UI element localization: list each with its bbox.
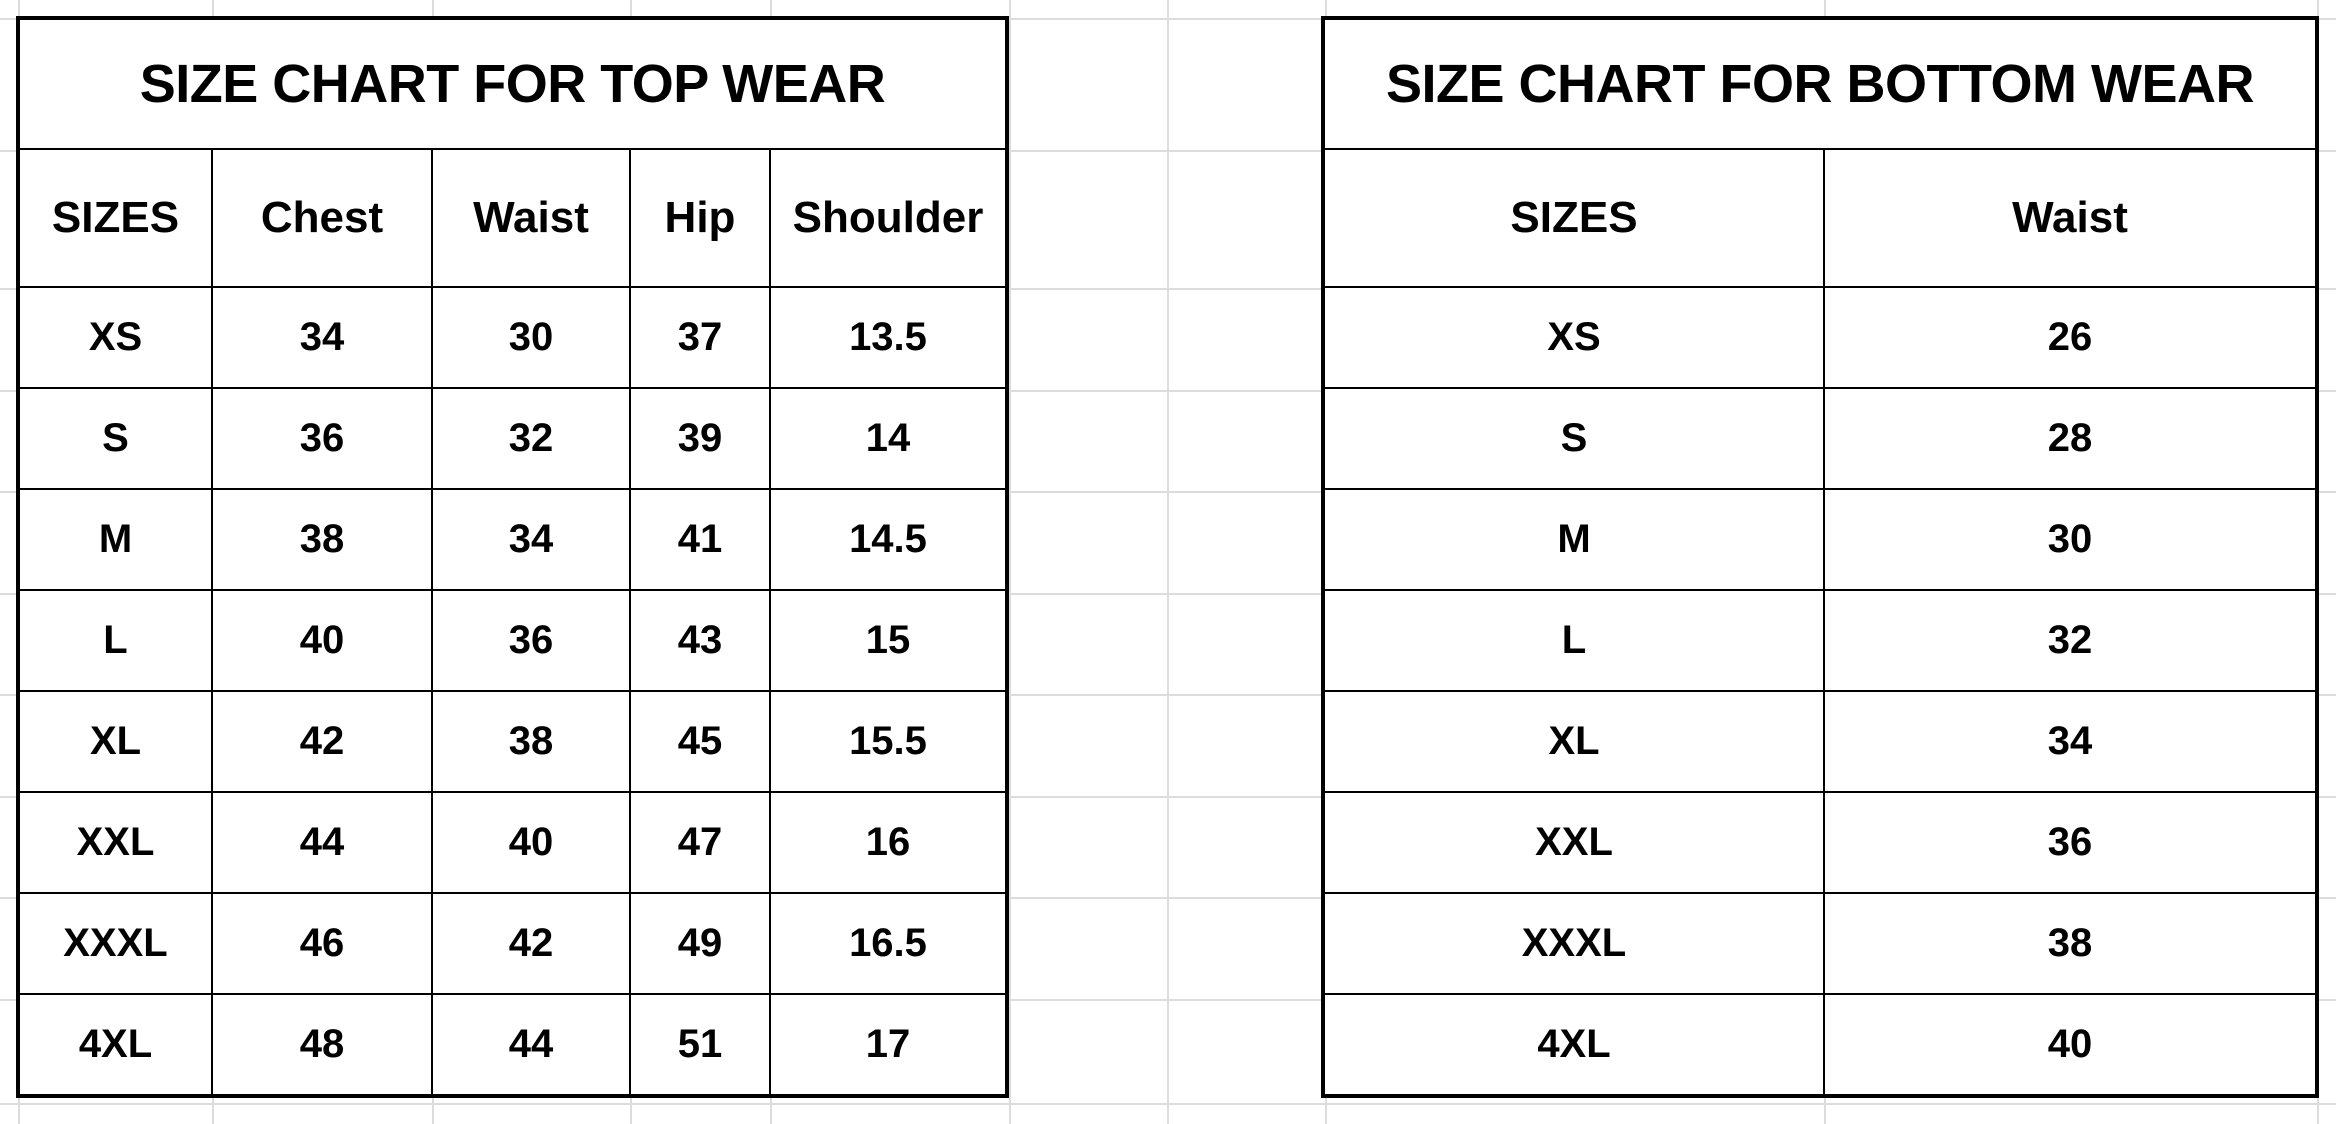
gridline xyxy=(0,150,2336,152)
size-cell: 4XL xyxy=(17,993,213,1097)
table-row: S 36 32 39 14 xyxy=(17,387,1008,490)
table-row: M 30 xyxy=(1322,488,2318,591)
measurement-cell: 30 xyxy=(1823,488,2318,591)
measurement-cell: 34 xyxy=(431,488,631,591)
measurement-cell: 44 xyxy=(211,791,433,894)
table-row: XXXL 46 42 49 16.5 xyxy=(17,892,1008,995)
gridline xyxy=(1167,0,1169,1124)
gridline xyxy=(0,694,2336,696)
size-cell: 4XL xyxy=(1322,993,1825,1097)
table-row: XS 34 30 37 13.5 xyxy=(17,286,1008,389)
measurement-cell: 14 xyxy=(769,387,1008,490)
measurement-cell: 48 xyxy=(211,993,433,1097)
measurement-cell: 47 xyxy=(629,791,771,894)
measurement-cell: 43 xyxy=(629,589,771,692)
measurement-cell: 38 xyxy=(211,488,433,591)
table-row: M 38 34 41 14.5 xyxy=(17,488,1008,591)
column-header: Waist xyxy=(1823,148,2318,288)
measurement-cell: 49 xyxy=(629,892,771,995)
measurement-cell: 41 xyxy=(629,488,771,591)
gridline xyxy=(0,1103,2336,1105)
size-cell: XS xyxy=(17,286,213,389)
measurement-cell: 26 xyxy=(1823,286,2318,389)
size-cell: S xyxy=(1322,387,1825,490)
top-wear-title: SIZE CHART FOR TOP WEAR xyxy=(17,17,1008,150)
measurement-cell: 34 xyxy=(211,286,433,389)
measurement-cell: 16 xyxy=(769,791,1008,894)
table-row: XXL 44 40 47 16 xyxy=(17,791,1008,894)
size-cell: XXL xyxy=(1322,791,1825,894)
measurement-cell: 40 xyxy=(211,589,433,692)
size-cell: XXXL xyxy=(17,892,213,995)
measurement-cell: 30 xyxy=(431,286,631,389)
size-cell: M xyxy=(17,488,213,591)
measurement-cell: 37 xyxy=(629,286,771,389)
gridline xyxy=(0,796,2336,798)
gridline xyxy=(0,491,2336,493)
measurement-cell: 51 xyxy=(629,993,771,1097)
column-header: SIZES xyxy=(1322,148,1825,288)
measurement-cell: 36 xyxy=(1823,791,2318,894)
table-row: XXL 36 xyxy=(1322,791,2318,894)
measurement-cell: 42 xyxy=(431,892,631,995)
size-cell: XL xyxy=(1322,690,1825,793)
bottom-wear-title: SIZE CHART FOR BOTTOM WEAR xyxy=(1322,17,2318,150)
measurement-cell: 40 xyxy=(431,791,631,894)
gridline xyxy=(0,897,2336,899)
gridline xyxy=(1009,0,1011,1124)
measurement-cell: 44 xyxy=(431,993,631,1097)
measurement-cell: 15 xyxy=(769,589,1008,692)
measurement-cell: 46 xyxy=(211,892,433,995)
measurement-cell: 32 xyxy=(1823,589,2318,692)
measurement-cell: 45 xyxy=(629,690,771,793)
measurement-cell: 16.5 xyxy=(769,892,1008,995)
measurement-cell: 40 xyxy=(1823,993,2318,1097)
measurement-cell: 42 xyxy=(211,690,433,793)
table-row: L 32 xyxy=(1322,589,2318,692)
measurement-cell: 36 xyxy=(431,589,631,692)
measurement-cell: 15.5 xyxy=(769,690,1008,793)
measurement-cell: 34 xyxy=(1823,690,2318,793)
gridline xyxy=(0,18,2336,20)
size-cell: XL xyxy=(17,690,213,793)
measurement-cell: 13.5 xyxy=(769,286,1008,389)
size-cell: S xyxy=(17,387,213,490)
size-cell: XXXL xyxy=(1322,892,1825,995)
table-row: XXXL 38 xyxy=(1322,892,2318,995)
size-cell: M xyxy=(1322,488,1825,591)
top-wear-size-chart: SIZE CHART FOR TOP WEAR SIZES Chest Waist H… xyxy=(16,16,1009,1098)
table-row: S 28 xyxy=(1322,387,2318,490)
table-row: XS 26 xyxy=(1322,286,2318,389)
column-header: Hip xyxy=(629,148,771,288)
size-cell: XXL xyxy=(17,791,213,894)
table-row: XL 42 38 45 15.5 xyxy=(17,690,1008,793)
table-row: XL 34 xyxy=(1322,690,2318,793)
column-header: Chest xyxy=(211,148,433,288)
column-header: SIZES xyxy=(17,148,213,288)
measurement-cell: 28 xyxy=(1823,387,2318,490)
gridline xyxy=(0,288,2336,290)
measurement-cell: 39 xyxy=(629,387,771,490)
size-cell: XS xyxy=(1322,286,1825,389)
table-row: 4XL 40 xyxy=(1322,993,2318,1097)
table-row: 4XL 48 44 51 17 xyxy=(17,993,1008,1097)
bottom-wear-size-chart: SIZE CHART FOR BOTTOM WEAR SIZES Waist XS… xyxy=(1321,16,2319,1098)
gridline xyxy=(0,593,2336,595)
column-header: Waist xyxy=(431,148,631,288)
size-cell: L xyxy=(17,589,213,692)
column-header: Shoulder xyxy=(769,148,1008,288)
table-row: L 40 36 43 15 xyxy=(17,589,1008,692)
size-cell: L xyxy=(1322,589,1825,692)
measurement-cell: 36 xyxy=(211,387,433,490)
gridline xyxy=(0,390,2336,392)
measurement-cell: 14.5 xyxy=(769,488,1008,591)
measurement-cell: 17 xyxy=(769,993,1008,1097)
measurement-cell: 38 xyxy=(1823,892,2318,995)
gridline xyxy=(0,999,2336,1001)
measurement-cell: 32 xyxy=(431,387,631,490)
measurement-cell: 38 xyxy=(431,690,631,793)
